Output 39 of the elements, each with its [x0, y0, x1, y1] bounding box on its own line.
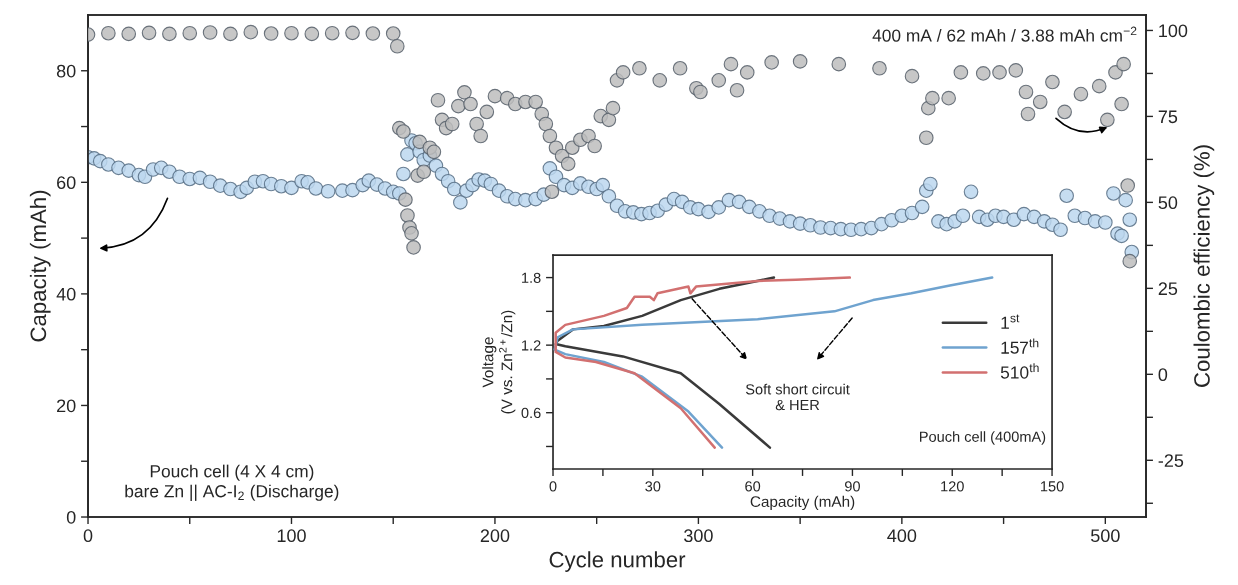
y-tick-label: 0 [66, 510, 76, 524]
line-series [554, 276, 852, 449]
x-tick-label: 0 [83, 529, 93, 543]
x-tick-label: 100 [277, 529, 306, 543]
annotation: Soft short circuit & HER [745, 383, 850, 411]
x-tick-label: 30 [645, 481, 661, 492]
y-tick-label: 20 [57, 399, 76, 413]
legend-label: 510$^{th}$ [1000, 363, 1039, 379]
y2-tick-label: 50 [1158, 196, 1178, 210]
x-tick-label: 500 [1090, 529, 1120, 543]
y2-tick-label: 75 [1158, 110, 1178, 124]
x-tick-label: 120 [941, 481, 964, 492]
y2-tick-label: 100 [1159, 24, 1188, 38]
legend-label: 157$^{th}$ [1001, 338, 1039, 354]
x-tick-label: 0 [549, 481, 557, 492]
x-axis-title: Capacity (mAh) [750, 495, 855, 511]
x-tick-label: 400 [887, 529, 917, 543]
annotation: Pouch cell (400mA) [920, 431, 1046, 445]
y-tick-label: 80 [56, 64, 76, 78]
y2-tick-label: 0 [1158, 368, 1168, 382]
x-tick-label: 200 [480, 529, 510, 543]
x-tick-label: 90 [845, 481, 860, 492]
annotation: 400 mA / 62 mAh / 3.88 mAh cm$^{−2}$ [872, 26, 1137, 42]
y-axis-title: Voltage (V vs. Zn$^{2+}$/Zn) [482, 310, 516, 414]
y-tick-label: 1.2 [522, 340, 541, 351]
x-tick-label: 150 [1041, 481, 1064, 492]
y2-tick-label: 25 [1158, 282, 1178, 296]
y2-tick-label: -25 [1158, 454, 1184, 467]
y2-axis-title: Coulombic efficiency (%) [1193, 145, 1215, 387]
y-tick-label: 1.8 [522, 272, 541, 284]
legend-label: 1$^{st}$ [1001, 314, 1020, 329]
y-tick-label: 0.6 [521, 407, 541, 419]
y-axis-title: Capacity (mAh) [29, 190, 51, 342]
y-tick-label: 40 [56, 287, 76, 301]
x-axis-title: Cycle number [549, 551, 686, 572]
x-tick-label: 300 [684, 529, 713, 543]
y-tick-label: 60 [57, 176, 76, 190]
annotation: Pouch cell (4 X 4 cm) bare Zn || AC-I$_{2}$ (Discharge) [125, 464, 339, 501]
x-tick-label: 60 [745, 481, 761, 492]
